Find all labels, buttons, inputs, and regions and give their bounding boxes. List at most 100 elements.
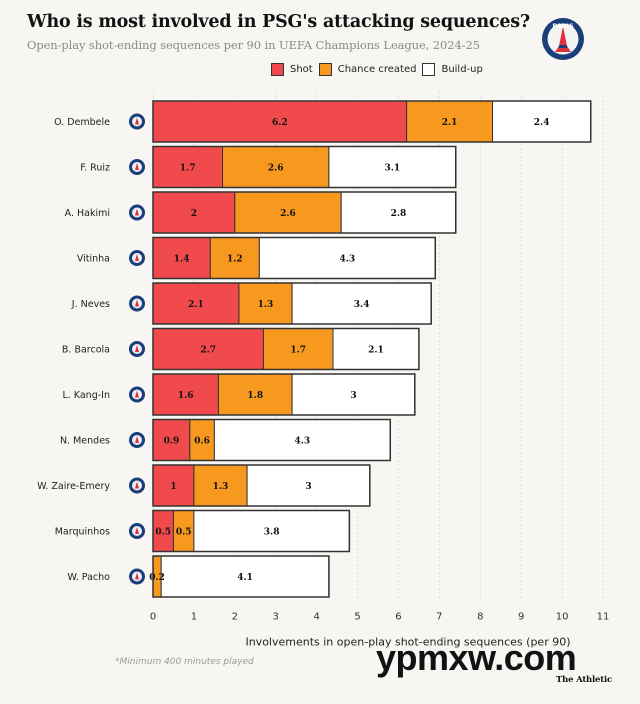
bar-segment-shot: [152, 237, 211, 279]
legend-label-build-up: Build-up: [441, 64, 483, 75]
data-label-build-up: 4.3: [339, 255, 355, 265]
bar-segment-build-up: [258, 237, 436, 279]
legend: Shot Chance created Build-up: [271, 63, 489, 76]
x-tick-label: 8: [477, 612, 483, 623]
player-crest-icon-tower: [135, 208, 139, 216]
data-label-chance-created: 2.1: [442, 118, 458, 128]
data-label-chance-created: 2.6: [268, 164, 284, 174]
bar-outline: [152, 100, 592, 143]
bar-outline: [152, 191, 457, 234]
bar-segment-shot: [152, 100, 408, 143]
legend-label-chance-created: Chance created: [337, 64, 417, 75]
x-tick-label: 5: [354, 612, 360, 623]
chart-title: Who is most involved in PSG's attacking …: [27, 12, 530, 32]
data-label-build-up: 3: [305, 482, 311, 492]
data-label-build-up: 4.1: [237, 573, 253, 583]
x-tick-label: 2: [232, 612, 238, 623]
data-label-build-up: 2.8: [391, 209, 407, 219]
crest-eiffel-tower: [555, 26, 571, 52]
data-label-chance-created: 1.3: [213, 482, 229, 492]
player-name-label: F. Ruiz: [80, 163, 110, 174]
x-axis-label: Involvements in open-play shot-ending se…: [245, 636, 570, 649]
chart-subtitle: Open-play shot-ending sequences per 90 i…: [27, 38, 480, 52]
player-name-label: W. Zaire-Emery: [37, 481, 110, 492]
watermark: ypmxw.com: [376, 637, 577, 678]
brand-logo: The Athletic: [556, 675, 612, 685]
player-crest-icon-tower: [135, 163, 139, 170]
data-label-shot: 2: [191, 209, 197, 219]
bar-outline: [152, 464, 371, 507]
bar-segment-build-up: [340, 191, 457, 234]
player-crest-icon-tower: [135, 436, 139, 443]
bar-segment-chance-created: [234, 191, 342, 234]
data-label-chance-created: 1.3: [258, 300, 274, 310]
crest-cradle: [559, 45, 567, 48]
player-name-label: W. Pacho: [67, 572, 110, 583]
footnote: *Minimum 400 minutes played: [115, 657, 254, 667]
x-tick-label: 1: [191, 612, 197, 623]
data-label-build-up: 3.1: [384, 164, 400, 174]
player-name-label: L. Kang-In: [62, 390, 110, 401]
player-crest-icon-tower: [135, 572, 139, 580]
player-crest-icon-tower: [135, 481, 139, 489]
player-crest-icon-tower: [135, 390, 139, 398]
bar-segment-chance-created: [209, 237, 260, 279]
data-label-shot: 1.4: [174, 255, 190, 265]
x-tick-label: 9: [518, 612, 524, 623]
player-name-label: B. Barcola: [62, 345, 110, 356]
player-crest-icon-tower: [135, 345, 139, 352]
player-crest-icon-tower: [135, 299, 139, 307]
data-label-chance-created: 0.2: [149, 573, 165, 583]
legend-swatch-chance-created: [318, 63, 332, 76]
player-name-label: O. Dembele: [54, 117, 110, 128]
player-name-label: Vitinha: [77, 254, 110, 265]
data-label-build-up: 2.4: [534, 118, 550, 128]
x-tick-label: 0: [150, 612, 156, 623]
data-label-chance-created: 1.2: [227, 255, 243, 265]
data-label-chance-created: 1.7: [290, 346, 306, 356]
psg-crest-icon: PARIS: [542, 18, 584, 60]
player-name-label: Marquinhos: [55, 527, 110, 538]
data-label-shot: 2.1: [188, 300, 204, 310]
bar-segment-chance-created: [193, 464, 248, 507]
x-tick-label: 3: [273, 612, 279, 623]
legend-swatch-build-up: [422, 63, 436, 76]
data-label-build-up: 3.8: [264, 528, 280, 538]
data-label-chance-created: 1.8: [247, 391, 263, 401]
data-label-shot: 1.6: [178, 391, 194, 401]
data-label-shot: 0.5: [155, 528, 171, 538]
bar-outline: [152, 327, 420, 371]
crest-text: PARIS: [552, 22, 574, 30]
x-tick-label: 10: [556, 612, 569, 623]
player-crest-icon-tower: [135, 527, 139, 534]
bar-outline: [152, 282, 432, 325]
player-name-label: N. Mendes: [60, 436, 110, 447]
data-label-shot: 1.7: [180, 164, 196, 174]
bar-segment-build-up: [332, 328, 420, 370]
bar-segment-build-up: [160, 555, 330, 598]
data-label-shot: 2.7: [200, 346, 216, 356]
x-tick-label: 6: [395, 612, 401, 623]
bar-segment-shot: [152, 191, 236, 234]
data-label-shot: 6.2: [272, 118, 288, 128]
data-label-shot: 1: [170, 482, 176, 492]
bar-outline: [152, 145, 457, 189]
bar-outline: [152, 509, 351, 553]
data-label-chance-created: 0.6: [194, 437, 210, 447]
data-label-build-up: 4.3: [294, 437, 310, 447]
legend-swatch-shot: [271, 63, 284, 76]
bar-outline: [152, 418, 392, 462]
player-name-label: A. Hakimi: [65, 208, 110, 219]
bar-outline: [152, 236, 437, 280]
bar-outline: [152, 555, 330, 598]
bar-outline: [152, 373, 416, 416]
data-label-chance-created: 0.5: [176, 528, 192, 538]
bar-segment-chance-created: [222, 146, 330, 188]
data-label-build-up: 3: [350, 391, 356, 401]
bar-segment-build-up: [328, 146, 457, 188]
stacked-bar-chart: 0 1 2 3 4 5 6 7 8 9 10 11 Involvements in open-play …: [37, 92, 609, 649]
player-crest-icon-tower: [135, 254, 139, 261]
bar-segment-shot: [152, 419, 191, 461]
bar-segment-build-up: [492, 100, 592, 143]
data-label-build-up: 3.4: [354, 300, 370, 310]
